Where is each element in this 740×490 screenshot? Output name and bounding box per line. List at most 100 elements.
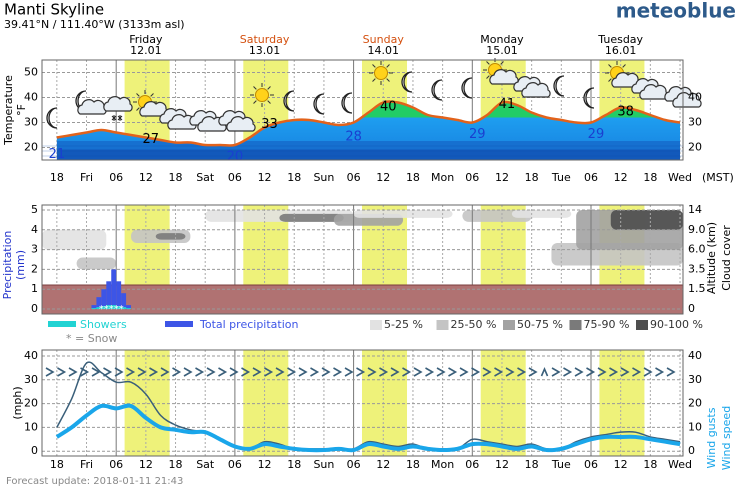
legend-swatch: [636, 320, 648, 330]
wind-direction-arrow: [344, 367, 354, 377]
temp-extreme-label: 20: [227, 149, 244, 164]
x-tick-label: 06: [584, 458, 598, 471]
snowflake: [117, 115, 123, 121]
y-tick-label: 1.5: [688, 282, 706, 295]
y-tick-label: 0: [688, 444, 695, 457]
legend-label: 50-75 %: [517, 318, 563, 331]
x-tick-label: 12: [139, 171, 153, 184]
wind-direction-arrow: [206, 367, 216, 377]
wind-direction-arrow: [241, 367, 251, 377]
moon-icon: [553, 75, 565, 97]
y-tick-label: 40: [24, 91, 38, 104]
temp-extreme-label: 38: [617, 104, 634, 119]
wind-direction-arrow: [367, 367, 377, 377]
wind-direction-arrow: [666, 367, 676, 377]
wind-direction-arrow: [298, 367, 308, 377]
y-tick-label: 0: [31, 302, 38, 315]
wind-direction-arrow: [494, 367, 504, 377]
x-tick-label: Sun: [313, 171, 334, 184]
precip-bar: [106, 281, 112, 310]
wind-direction-arrow: [482, 367, 492, 377]
wind-direction-arrow: [655, 367, 665, 377]
x-tick-label: 06: [347, 171, 361, 184]
sun-ray: [486, 61, 490, 65]
legend-swatch: [48, 321, 76, 327]
sun-ray: [253, 100, 257, 104]
wind-direction-arrow: [402, 367, 412, 377]
sun-ray: [253, 86, 257, 90]
precip-bar: [121, 307, 127, 310]
y-tick-label: 50: [24, 66, 38, 79]
wind-direction-arrow: [195, 367, 205, 377]
snowflake: [111, 115, 117, 121]
y-tick-label: 20: [24, 141, 38, 154]
x-tick-label: Fri: [80, 171, 93, 184]
cloud-cell: [610, 209, 683, 230]
cloud-cell: [353, 209, 453, 218]
precip-bar: [101, 289, 107, 310]
legend-label: 5-25 %: [384, 318, 423, 331]
day-name: Tuesday: [597, 33, 643, 46]
temp-extreme-label: 28: [345, 129, 362, 144]
wind-direction-arrow: [172, 367, 182, 377]
precip-bar: [96, 297, 102, 310]
cloud-cell: [511, 209, 572, 218]
day-name: Monday: [480, 33, 524, 46]
x-tick-label: 06: [465, 171, 479, 184]
precip-bar: [96, 307, 102, 310]
temp-extreme-label: 21: [49, 147, 66, 162]
legend-label: Total precipitation: [199, 318, 299, 331]
x-tick-label: 18: [50, 458, 64, 471]
y-tick-label: 40: [24, 349, 38, 362]
day-date: 15.01: [486, 44, 518, 57]
x-tick-label: Tue: [551, 458, 571, 471]
legend-label: 75-90 %: [584, 318, 630, 331]
cloud-cell: [155, 233, 186, 240]
x-tick-label: 12: [614, 171, 628, 184]
x-tick-label: Tue: [551, 171, 571, 184]
y-tick-label: 30: [24, 373, 38, 386]
wind-line: [56, 361, 681, 451]
wind-direction-arrow: [287, 367, 297, 377]
y2-axis-title: Wind gusts: [705, 407, 718, 468]
precip-bar: [101, 306, 107, 310]
y-tick-label: 3.5: [688, 262, 706, 275]
precip-bar: [106, 305, 112, 310]
x-tick-label: 18: [406, 458, 420, 471]
moon-icon: [46, 107, 58, 129]
brand: meteoblue: [616, 0, 736, 23]
x-tick-label: Wed: [668, 458, 692, 471]
wind-direction-arrow: [390, 367, 400, 377]
y-tick-label: 4: [31, 223, 38, 236]
y-tick-label: 6.0: [688, 243, 706, 256]
cloud-cell: [279, 213, 344, 222]
y-axis-unit: (mph): [11, 386, 24, 419]
wind-direction-arrow: [528, 367, 538, 377]
wind-direction-arrow: [218, 367, 228, 377]
wind-direction-arrow: [126, 367, 136, 377]
sun-ray: [622, 64, 626, 68]
wind-direction-arrow: [379, 367, 389, 377]
y-tick-label: 20: [688, 397, 702, 410]
y-tick-label: 10: [688, 420, 702, 433]
sun-icon: [374, 66, 388, 80]
panel-frame: [41, 204, 684, 315]
sun-ray: [386, 78, 390, 82]
wind-direction-arrow: [275, 367, 285, 377]
cloud-cell: [42, 229, 107, 250]
y-tick-label: 40: [688, 349, 702, 362]
daylight-band: [480, 350, 526, 456]
wind-direction-arrow: [436, 367, 446, 377]
precip-bar: [116, 306, 122, 310]
daylight-band: [362, 350, 408, 456]
y2-axis-title: Cloud cover: [720, 225, 733, 291]
temp-extreme-label: 29: [469, 127, 486, 142]
y-tick-label: 5: [31, 203, 38, 216]
legend-swatch: [503, 320, 515, 330]
panel-frame: [41, 349, 684, 457]
wind-line: [55, 403, 681, 453]
sun-ray: [372, 64, 376, 68]
x-tick-label: 06: [109, 458, 123, 471]
